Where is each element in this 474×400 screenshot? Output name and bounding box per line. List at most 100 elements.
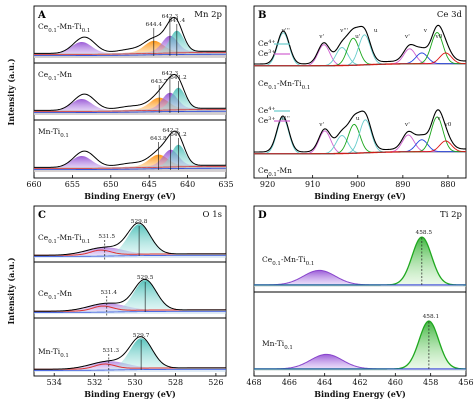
x-tick-label: 526: [208, 378, 223, 387]
ce-peak-label: v0: [443, 122, 451, 128]
o-envelope: [34, 222, 226, 256]
mn-envelope: [34, 130, 226, 168]
ce-peak-label: v0: [434, 34, 442, 40]
o-peak-value: 529.8: [131, 219, 148, 225]
panel-c-x-axis: 534 532 530 528 526: [47, 373, 224, 387]
o-peak-value: 529.5: [137, 275, 154, 281]
panel-c-frame: [33, 205, 227, 377]
ti-2p12-area: [254, 354, 466, 371]
x-tick-label: 660: [26, 180, 41, 189]
panel-b-xlabel: Binding Energy (eV): [314, 191, 406, 201]
ce-peak-label: u': [355, 34, 361, 40]
mn-baseline: [34, 53, 226, 56]
ce-legend-4plus: Ce4+: [258, 106, 276, 115]
panel-b-label: B: [258, 10, 266, 21]
o-lattice-area: [34, 338, 226, 372]
panel-b-curves: Ce4+Ce3+u'''v'v'''u'uv'vv0Ce0.1-Mn-Ti0.1…: [254, 24, 467, 178]
x-tick-label: 640: [180, 180, 195, 189]
o-baseline: [34, 255, 226, 257]
mn-baseline: [34, 167, 226, 170]
mn-baseline-red: [34, 109, 226, 112]
mn-baseline-red: [34, 166, 226, 169]
mn-peak-value: 641.2: [170, 132, 187, 138]
sample-label: Ce0.1-Mn-Ti0.1: [38, 233, 90, 245]
panel-a-frame: [33, 5, 227, 179]
x-tick-label: 655: [65, 180, 80, 189]
ce-peak-label: u''': [281, 116, 290, 122]
panel-a-ylabel: Intensity (a.u.): [6, 58, 16, 125]
panel-b: Ce4+Ce3+u'''v'v'''u'uv'vv0Ce0.1-Mn-Ti0.1…: [253, 5, 467, 201]
sample-label: Ce0.1-Mn: [258, 166, 292, 178]
panel-c-ylabel: Intensity (a.u.): [6, 257, 16, 324]
mn-peak-c: [34, 30, 226, 58]
sample-label: Mn-Ti0.1: [262, 339, 293, 351]
ce-peak-label: v': [404, 122, 410, 128]
o-peak-value: 531.4: [100, 290, 117, 296]
panel-a-label: A: [37, 10, 46, 21]
panel-c-label: C: [38, 210, 46, 221]
mn-peak-value: 642.3: [162, 71, 179, 77]
sample-label: Mn-Ti0.1: [38, 347, 69, 359]
ce-envelope: [254, 109, 467, 153]
x-tick-label: 532: [87, 378, 102, 387]
mn-peak-value: 642.2: [162, 128, 179, 134]
x-tick-label: 900: [350, 180, 365, 189]
ce-component-peak: [254, 134, 466, 155]
panel-a-x-axis: 660 655 650 645 640 635: [26, 175, 234, 189]
mn-envelope: [34, 16, 226, 54]
ce-component-peak: [254, 123, 466, 155]
panel-b-title: Ce 3d: [437, 10, 463, 20]
x-tick-label: 468: [246, 378, 261, 387]
x-tick-label: 458: [423, 378, 438, 387]
o-peak-value: 531.3: [102, 348, 119, 354]
ti-2p32-area: [254, 237, 466, 287]
ce-legend-4plus: Ce4+: [258, 39, 276, 48]
o-peak-value: 531.5: [98, 234, 115, 240]
x-tick-label: 466: [282, 378, 297, 387]
x-tick-label: 460: [388, 378, 403, 387]
o-peak-value: 529.7: [133, 333, 150, 339]
mn-peak-value: 642.3: [162, 14, 179, 20]
panel-c-title: O 1s: [203, 210, 222, 220]
ce-component-peak: [254, 140, 467, 155]
ce-peak-label: u''': [281, 28, 290, 34]
panel-c: 531.5 529.8 Ce0.1-Mn-Ti0.1 531.4 529.5 Ce0.1-…: [6, 205, 227, 399]
sample-label: Ce0.1-Mn-Ti0.1: [258, 79, 310, 91]
o-lattice-area: [34, 280, 226, 314]
x-tick-label: 645: [142, 180, 157, 189]
sample-label: Ce0.1-Mn: [38, 70, 72, 82]
panel-c-curves: 531.5 529.8 Ce0.1-Mn-Ti0.1 531.4 529.5 Ce0.1-…: [34, 219, 226, 380]
o-baseline: [34, 311, 226, 313]
x-tick-label: 534: [47, 378, 62, 387]
mn-peak-c: [34, 87, 226, 115]
panel-a: 644.4642.3641.4Ce0.1-Mn-Ti0.1643.7642.36…: [6, 5, 234, 201]
panel-a-title: Mn 2p: [194, 10, 222, 20]
x-tick-label: 462: [352, 378, 367, 387]
panel-b-x-axis: 920 910 900 890 880: [260, 175, 456, 189]
panel-b-frame: [253, 5, 467, 179]
panel-d-title: Ti 2p: [440, 210, 462, 220]
mn-envelope: [34, 73, 226, 111]
o-baseline: [34, 369, 226, 371]
o-lattice-area: [34, 224, 226, 258]
sample-label: Mn-Ti0.1: [38, 127, 69, 139]
mn-peak-value: 643.7: [151, 79, 168, 85]
ce-peak-label: u: [356, 116, 360, 122]
mn-baseline-red: [34, 52, 226, 55]
x-tick-label: 635: [218, 180, 233, 189]
ti-peak-value: 458.1: [423, 314, 440, 320]
panel-c-xlabel: Binding Energy (eV): [84, 389, 176, 399]
o-envelope: [34, 336, 226, 370]
x-tick-label: 880: [440, 180, 455, 189]
mn-peak-value: 644.4: [146, 22, 163, 28]
sample-label: Ce0.1-Mn-Ti0.1: [262, 255, 314, 267]
ce-peak-label: v: [436, 116, 441, 122]
mn-peak-c: [34, 144, 226, 172]
mn-peak-value: 641.2: [170, 75, 187, 81]
ce-component-peak: [254, 52, 467, 67]
panel-d-x-axis: 468 466 464 462 460 458 456: [246, 373, 474, 387]
mn-peak-value: 643.8: [150, 136, 167, 142]
panel-d-curves: 458.5 Ce0.1-Mn-Ti0.1 458.1 Mn-Ti0.1: [254, 230, 467, 371]
